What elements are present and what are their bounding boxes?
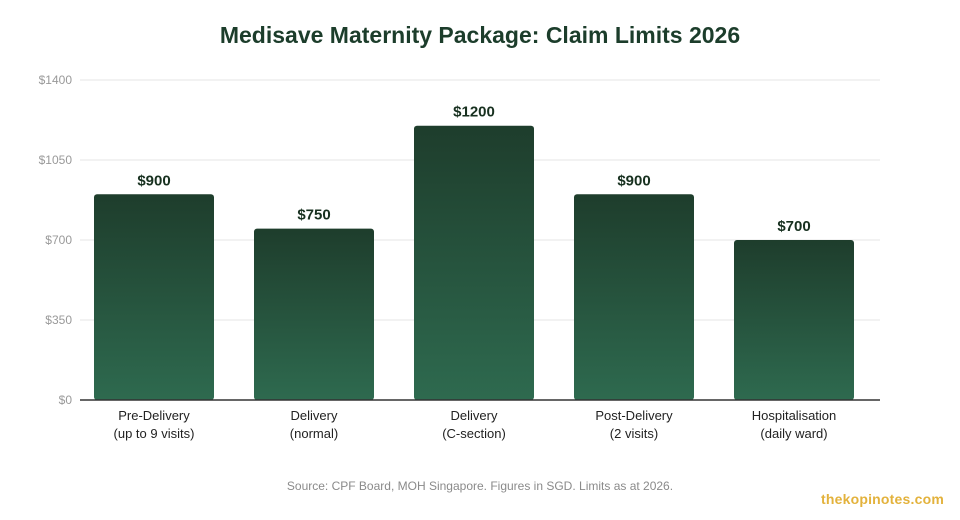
bar-value-label: $900: [137, 172, 170, 189]
brand-watermark[interactable]: thekopinotes.com: [821, 491, 944, 507]
bars: [94, 125, 854, 400]
y-axis-ticks: $0 $350 $700 $1050 $1400: [39, 73, 73, 407]
bar: [254, 228, 374, 400]
x-category-label: (2 visits): [610, 426, 658, 441]
value-labels: $900 $750 $1200 $900 $700: [137, 104, 810, 235]
y-tick-label: $350: [45, 313, 72, 327]
x-category-label: (up to 9 visits): [114, 426, 195, 441]
y-tick-label: $1400: [39, 73, 73, 87]
y-tick-label: $1050: [39, 153, 73, 167]
chart-title: Medisave Maternity Package: Claim Limits…: [219, 22, 741, 48]
bar: [734, 240, 854, 400]
bar: [414, 125, 534, 400]
x-category-label: Hospitalisation: [752, 408, 837, 423]
y-tick-label: $0: [59, 393, 73, 407]
bar-value-label: $750: [297, 207, 330, 224]
x-category-label: Pre-Delivery: [118, 408, 190, 423]
x-axis-categories: Pre-Delivery (up to 9 visits) Delivery (nor…: [114, 408, 837, 441]
bar-chart: $0 $350 $700 $1050 $1400 $900 $750 $1200 $900 $7…: [39, 73, 880, 441]
x-category-label: (daily ward): [760, 426, 827, 441]
bar-value-label: $1200: [453, 104, 495, 121]
y-tick-label: $700: [45, 233, 72, 247]
x-category-label: Delivery: [451, 408, 498, 423]
bar-value-label: $700: [777, 218, 810, 235]
bar: [574, 194, 694, 400]
bar-value-label: $900: [617, 172, 650, 189]
x-category-label: (normal): [290, 426, 338, 441]
x-category-label: (C-section): [442, 426, 506, 441]
x-category-label: Post-Delivery: [595, 408, 673, 423]
bar: [94, 194, 214, 400]
source-note: Source: CPF Board, MOH Singapore. Figure…: [286, 479, 674, 493]
x-category-label: Delivery: [291, 408, 338, 423]
